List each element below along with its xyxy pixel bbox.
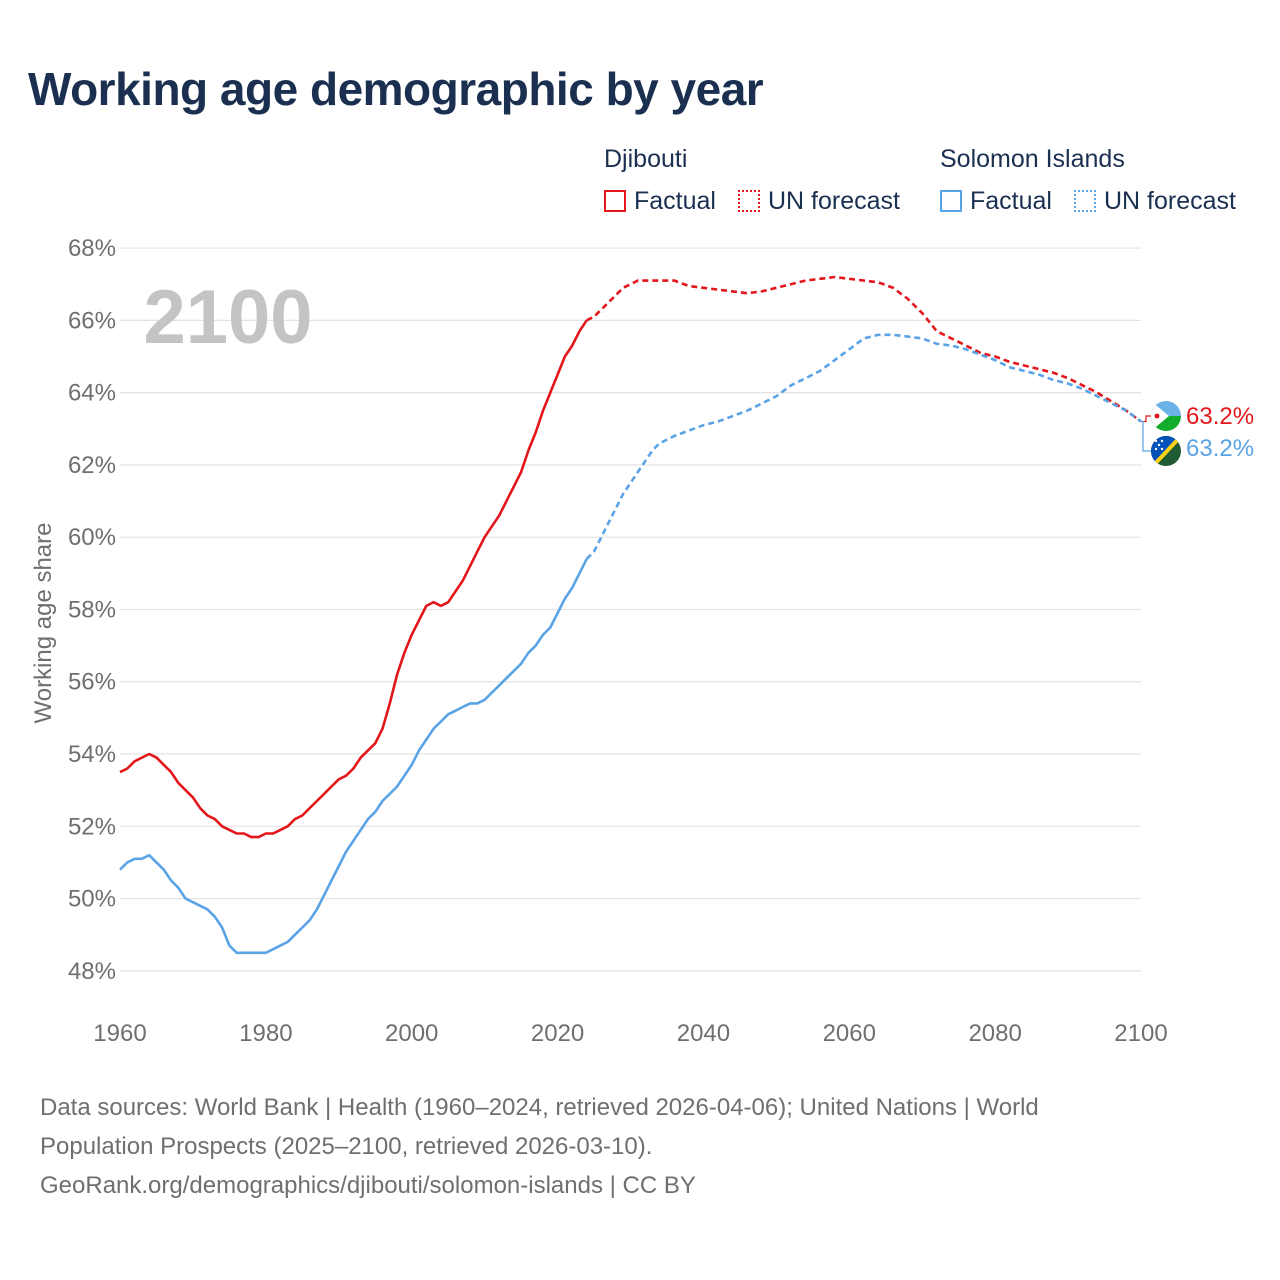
y-tick-label: 68%	[68, 235, 116, 262]
x-tick-label: 2080	[968, 1020, 1021, 1047]
djibouti-flag-icon	[1151, 401, 1181, 431]
series-line-solomon-islands-factual	[119, 558, 588, 955]
y-tick-label: 48%	[68, 958, 116, 985]
legend-swatch-solid	[940, 190, 962, 212]
connector-djibouti	[1141, 415, 1151, 423]
footer-line: Population Prospects (2025–2100, retriev…	[40, 1133, 653, 1160]
footer-link[interactable]: GeoRank.org/demographics/djibouti/solomo…	[40, 1172, 696, 1199]
legend-label: Factual	[634, 186, 716, 215]
y-tick-label: 50%	[68, 886, 116, 913]
y-tick-label: 54%	[68, 741, 116, 768]
legend-item-solomon-forecast[interactable]: UN forecast	[1074, 186, 1236, 216]
legend-label: Factual	[970, 186, 1052, 215]
y-tick-label: 56%	[68, 669, 116, 696]
series-line-djibouti-forecast	[586, 275, 1142, 423]
series-line-solomon-islands-forecast	[585, 333, 1142, 560]
y-tick-label: 66%	[68, 307, 116, 334]
y-tick-label: 62%	[68, 452, 116, 479]
y-tick-label: 58%	[68, 596, 116, 623]
legend-swatch-solid	[604, 190, 626, 212]
legend-group-solomon-islands: Solomon Islands	[940, 145, 1125, 173]
x-tick-label: 2000	[385, 1020, 438, 1047]
legend-swatch-dotted	[738, 190, 760, 212]
end-value-label-djibouti: 63.2%	[1186, 403, 1254, 430]
x-axis-ticks: 1960 1980 2000 2020 2040 2060 2080 2100	[93, 1020, 1167, 1047]
legend-label: UN forecast	[768, 186, 900, 215]
end-label-connectors	[1141, 415, 1151, 452]
x-tick-label: 1960	[93, 1020, 146, 1047]
legend-swatch-dotted	[1074, 190, 1096, 212]
y-tick-label: 52%	[68, 813, 116, 840]
legend-group-djibouti: Djibouti	[604, 145, 688, 173]
y-axis-label: Working age share	[30, 523, 57, 724]
x-tick-label: 2060	[823, 1020, 876, 1047]
legend-label: UN forecast	[1104, 186, 1236, 215]
legend-item-djibouti-factual[interactable]: Factual	[604, 186, 716, 216]
footer-line: Data sources: World Bank | Health (1960–…	[40, 1094, 1039, 1121]
footer-source: Data sources: World Bank | Health (1960–…	[40, 1088, 1240, 1205]
y-tick-label: 60%	[68, 524, 116, 551]
legend-item-solomon-factual[interactable]: Factual	[940, 186, 1052, 216]
x-tick-label: 2100	[1114, 1020, 1167, 1047]
solomon-islands-flag-icon	[1151, 436, 1181, 466]
x-tick-label: 1980	[239, 1020, 292, 1047]
grid-lines	[120, 247, 1141, 972]
series-line-djibouti-factual	[119, 319, 588, 839]
x-tick-label: 2040	[677, 1020, 730, 1047]
line-chart: 48%50%52%54%56%58%60%62%64%66%68% 1960 19…	[30, 235, 1254, 1047]
year-watermark: 2100	[143, 275, 312, 360]
y-axis-ticks: 48% 50% 52% 54% 56% 58% 60% 62% 64% 66% 68%	[68, 235, 116, 985]
end-value-label-solomon-islands: 63.2%	[1186, 435, 1254, 462]
x-tick-label: 2020	[531, 1020, 584, 1047]
connector-solomon-islands	[1141, 420, 1151, 452]
legend-item-djibouti-forecast[interactable]: UN forecast	[738, 186, 900, 216]
page-title: Working age demographic by year	[28, 63, 764, 115]
y-tick-label: 64%	[68, 380, 116, 407]
